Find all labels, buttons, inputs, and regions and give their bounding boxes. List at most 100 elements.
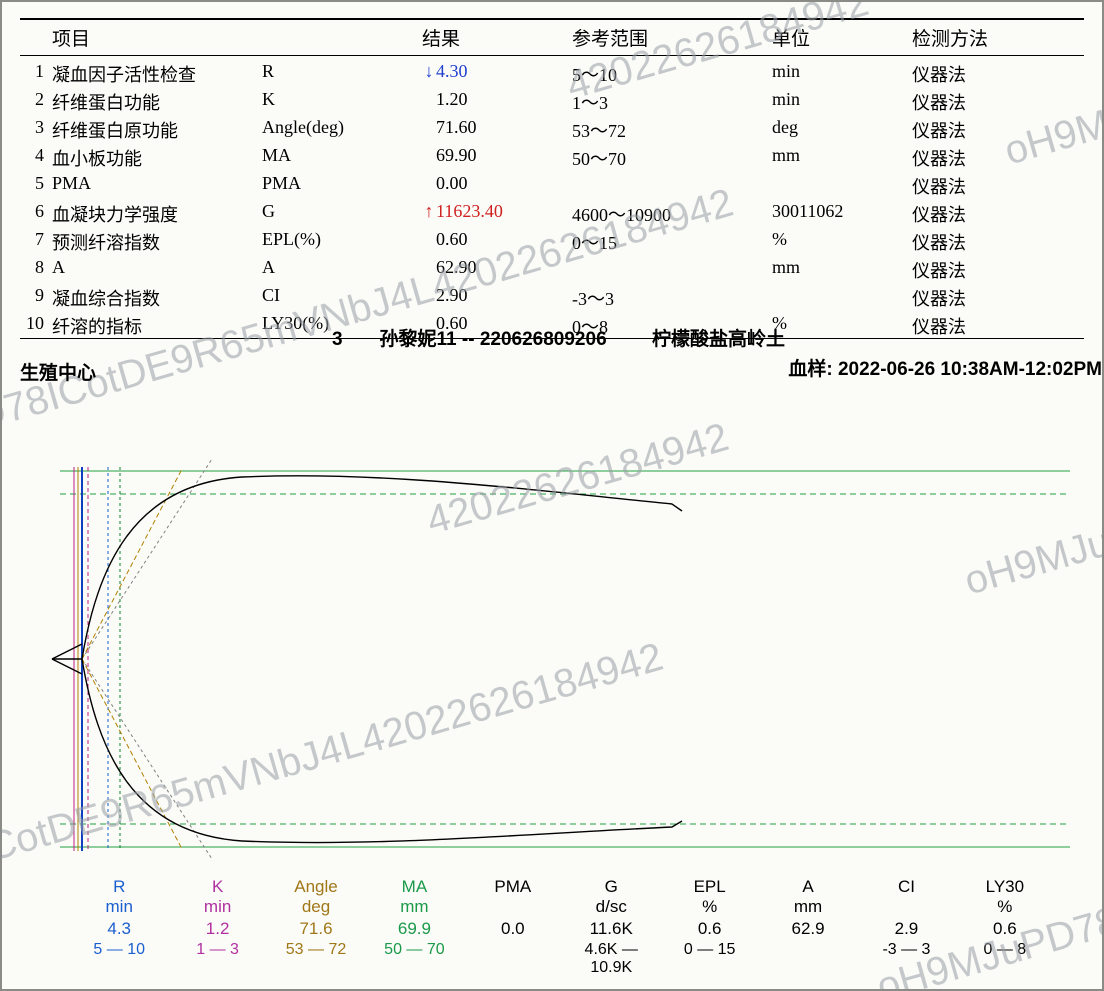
- item-result: 0.00: [418, 172, 568, 200]
- item-unit: deg: [768, 116, 908, 144]
- item-method: 仪器法: [908, 312, 1084, 340]
- summary-val: 2.9: [857, 919, 955, 939]
- summary-val: 0.6: [956, 919, 1054, 939]
- summary-hdr: G: [562, 877, 660, 897]
- summary-col: Angledeg71.653 — 72: [267, 877, 365, 977]
- summary-val: 11.6K: [562, 919, 660, 939]
- summary-unit: min: [70, 897, 168, 917]
- summary-col: PMA 0.0: [464, 877, 562, 977]
- item-result: 0.60: [418, 228, 568, 256]
- summary-hdr: CI: [857, 877, 955, 897]
- col-ref: 参考范围: [568, 22, 768, 53]
- summary-col: Amm62.9: [759, 877, 857, 977]
- item-unit: [768, 172, 908, 200]
- row-index: 6: [20, 200, 48, 228]
- item-name: 凝血综合指数: [48, 284, 258, 312]
- item-ref: [568, 172, 768, 200]
- summary-unit: deg: [267, 897, 365, 917]
- col-method: 检测方法: [908, 22, 1084, 53]
- summary-val: 0.0: [464, 919, 562, 939]
- summary-row: Rmin4.35 — 10Kmin1.21 — 3Angledeg71.653 …: [20, 869, 1084, 977]
- item-unit: mm: [768, 256, 908, 284]
- item-code: A: [258, 256, 418, 284]
- table-header-row: 项目 结果 参考范围 单位 检测方法: [20, 22, 1084, 53]
- summary-val: 69.9: [365, 919, 463, 939]
- summary-hdr: LY30: [956, 877, 1054, 897]
- col-item: 项目: [48, 22, 258, 53]
- item-code: EPL(%): [258, 228, 418, 256]
- top-rule: [20, 18, 1084, 20]
- summary-hdr: R: [70, 877, 168, 897]
- item-method: 仪器法: [908, 116, 1084, 144]
- summary-col: EPL%0.60 — 15: [660, 877, 758, 977]
- summary-unit: mm: [365, 897, 463, 917]
- summary-unit: %: [660, 897, 758, 917]
- item-name: 纤维蛋白功能: [48, 88, 258, 116]
- report-page: 42022626184942oH9MJuPDMJuPD78ICotDE9R65m…: [0, 0, 1104, 991]
- item-unit: min: [768, 88, 908, 116]
- row-index: 9: [20, 284, 48, 312]
- item-method: 仪器法: [908, 228, 1084, 256]
- table-row: 3纤维蛋白原功能Angle(deg)71.6053～72deg仪器法: [20, 116, 1084, 144]
- item-name: 纤溶的指标: [48, 312, 258, 340]
- seq-no: 3: [332, 329, 343, 350]
- summary-val: 4.3: [70, 919, 168, 939]
- item-ref: 5～10: [568, 60, 768, 88]
- item-unit: %: [768, 312, 908, 340]
- item-result: 71.60: [418, 116, 568, 144]
- summary-hdr: EPL: [660, 877, 758, 897]
- table-row: 8AA62.90mm仪器法: [20, 256, 1084, 284]
- item-unit: 30011062: [768, 200, 908, 228]
- item-name: PMA: [48, 172, 258, 200]
- item-name: A: [48, 256, 258, 284]
- item-unit: [768, 284, 908, 312]
- item-method: 仪器法: [908, 284, 1084, 312]
- summary-col: Rmin4.3 5 — 10: [70, 877, 168, 977]
- summary-range: -3 — 3: [857, 941, 955, 959]
- summary-val: 71.6: [267, 919, 365, 939]
- summary-col: CI 2.9 -3 — 3: [857, 877, 955, 977]
- table-row: 6血凝块力学强度G↑11623.404600～1090030011062仪器法: [20, 200, 1084, 228]
- item-code: K: [258, 88, 418, 116]
- summary-range: 5 — 10: [70, 941, 168, 959]
- row-index: 2: [20, 88, 48, 116]
- summary-range: 1 — 3: [168, 941, 266, 959]
- item-method: 仪器法: [908, 60, 1084, 88]
- summary-val: 62.9: [759, 919, 857, 939]
- sample-time: 血样: 2022-06-26 10:38AM-12:02PM: [788, 354, 1102, 381]
- summary-col: Kmin1.21 — 3: [168, 877, 266, 977]
- summary-unit: mm: [759, 897, 857, 917]
- row-index: 8: [20, 256, 48, 284]
- table-row: 2纤维蛋白功能K1.201～3min仪器法: [20, 88, 1084, 116]
- summary-range: [464, 941, 562, 959]
- item-code: PMA: [258, 172, 418, 200]
- table-row: 9凝血综合指数CI2.90-3～3仪器法: [20, 284, 1084, 312]
- summary-range: 53 — 72: [267, 941, 365, 959]
- table-row: 5PMAPMA0.00仪器法: [20, 172, 1084, 200]
- item-ref: 50～70: [568, 144, 768, 172]
- results-table: 项目 结果 参考范围 单位 检测方法 1凝血因子活性检查R↓4.305～10mi…: [20, 22, 1084, 340]
- item-result: ↑11623.40: [418, 200, 568, 228]
- summary-hdr: MA: [365, 877, 463, 897]
- summary-col: Gd/sc11.6K4.6K — 10.9K: [562, 877, 660, 977]
- row-index: 7: [20, 228, 48, 256]
- item-method: 仪器法: [908, 172, 1084, 200]
- item-name: 纤维蛋白原功能: [48, 116, 258, 144]
- item-unit: mm: [768, 144, 908, 172]
- row-index: 3: [20, 116, 48, 144]
- item-result: ↓4.30: [418, 60, 568, 88]
- summary-range: 0 — 15: [660, 941, 758, 959]
- summary-range: [759, 941, 857, 959]
- col-unit: 单位: [768, 22, 908, 53]
- item-ref: 0～15: [568, 228, 768, 256]
- summary-range: 50 — 70: [365, 941, 463, 959]
- summary-range: 4.6K — 10.9K: [562, 941, 660, 977]
- table-row: 7预测纤溶指数EPL(%)0.600～15%仪器法: [20, 228, 1084, 256]
- summary-unit: [857, 897, 955, 917]
- item-ref: 4600～10900: [568, 200, 768, 228]
- item-name: 凝血因子活性检查: [48, 60, 258, 88]
- row-index: 4: [20, 144, 48, 172]
- item-method: 仪器法: [908, 256, 1084, 284]
- summary-hdr: K: [168, 877, 266, 897]
- teg-chart: [20, 449, 1084, 869]
